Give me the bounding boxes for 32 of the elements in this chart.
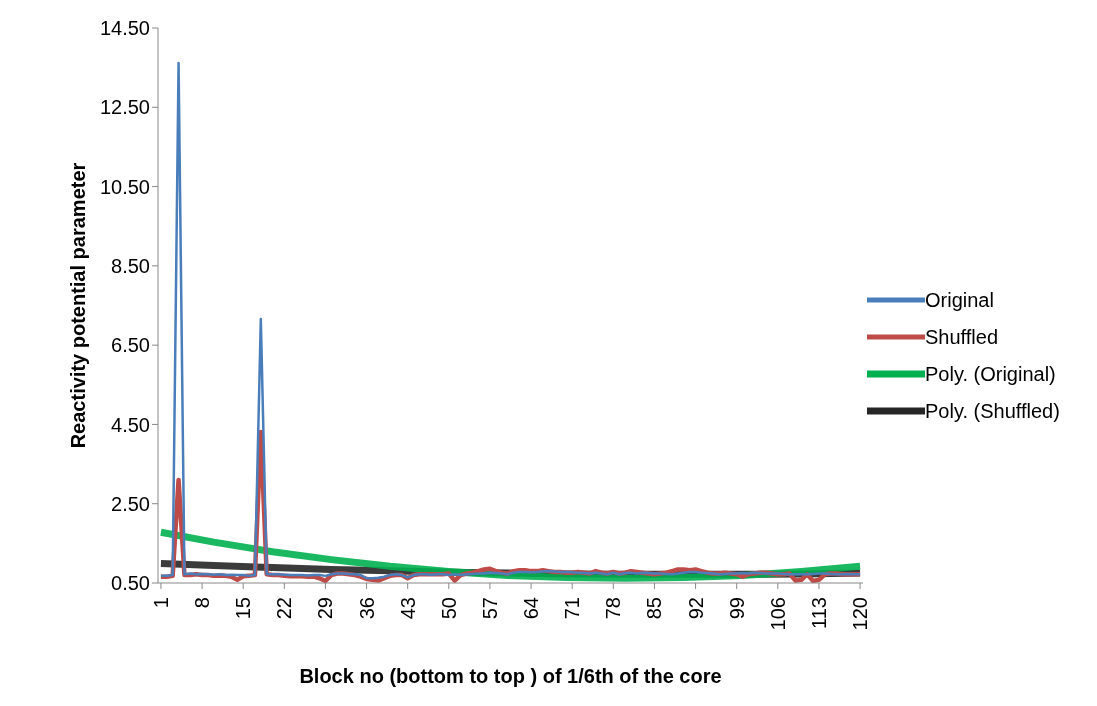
- x-tick-label: 36: [355, 597, 378, 620]
- x-axis-title: Block no (bottom to top ) of 1/6th of the core: [299, 665, 722, 687]
- x-tick-label: 120: [849, 597, 872, 631]
- legend-label: Poly. (Original): [925, 362, 1056, 386]
- x-tick-label: 15: [232, 597, 255, 620]
- x-tick-label: 50: [437, 597, 460, 620]
- x-tick-label: 78: [602, 597, 625, 620]
- y-tick-label: 6.50: [111, 334, 150, 357]
- x-tick-label: 57: [478, 597, 501, 620]
- legend-label: Shuffled: [925, 325, 999, 349]
- x-tick-label: 71: [561, 597, 584, 620]
- x-tick-label: 64: [520, 597, 543, 620]
- x-tick-label: 113: [807, 597, 830, 629]
- y-tick-label: 10.50: [99, 175, 150, 198]
- x-tick-label: 22: [273, 597, 296, 620]
- y-tick-label: 14.50: [99, 17, 150, 40]
- x-tick-label: 8: [191, 597, 214, 609]
- x-tick-label: 99: [725, 597, 748, 620]
- legend-label: Original: [925, 288, 994, 312]
- y-tick-label: 2.50: [111, 492, 150, 515]
- x-tick-label: 92: [684, 597, 707, 620]
- y-tick-label: 12.50: [99, 96, 150, 119]
- legend-label: Poly. (Shuffled): [925, 399, 1060, 423]
- x-tick-label: 85: [643, 597, 666, 620]
- y-tick-label: 8.50: [111, 254, 150, 277]
- y-tick-label: 4.50: [111, 413, 150, 436]
- x-tick-label: 106: [766, 597, 789, 631]
- x-tick-label: 43: [396, 597, 419, 620]
- x-tick-label: 29: [314, 597, 337, 620]
- y-tick-label: 0.50: [111, 572, 150, 595]
- y-axis-title: Reactivity potential parameter: [67, 162, 90, 449]
- x-tick-label: 1: [149, 597, 172, 609]
